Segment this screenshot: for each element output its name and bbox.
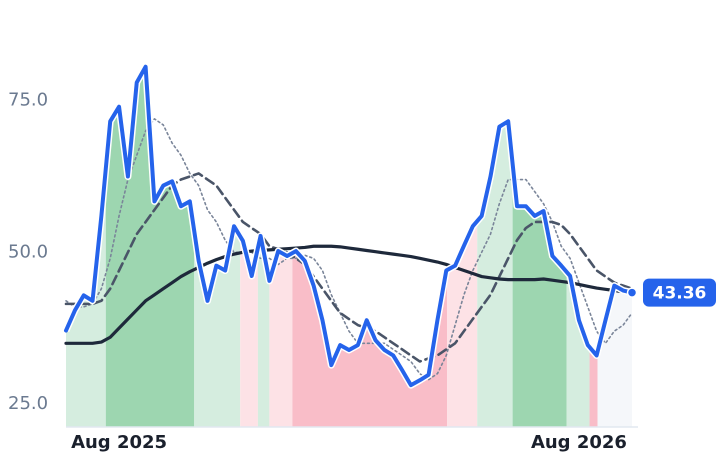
y-tick-label: 25.0 xyxy=(8,393,48,414)
y-tick-label: 75.0 xyxy=(8,90,48,111)
last-point xyxy=(626,287,638,298)
region xyxy=(257,235,270,427)
region xyxy=(269,251,293,427)
x-tick-label: Aug 2026 xyxy=(531,432,627,453)
line xyxy=(64,244,634,345)
region xyxy=(105,66,195,428)
line xyxy=(64,172,634,363)
region xyxy=(597,285,632,427)
region xyxy=(240,236,258,427)
x-tick-label: Aug 2025 xyxy=(71,432,167,453)
region xyxy=(566,271,590,427)
region xyxy=(589,347,598,427)
region xyxy=(292,251,448,427)
y-tick-label: 50.0 xyxy=(8,241,48,262)
line xyxy=(64,64,634,388)
value-badge xyxy=(643,278,716,307)
line xyxy=(65,118,633,381)
region xyxy=(194,226,241,427)
value-badge-label: 43.36 xyxy=(653,284,707,304)
